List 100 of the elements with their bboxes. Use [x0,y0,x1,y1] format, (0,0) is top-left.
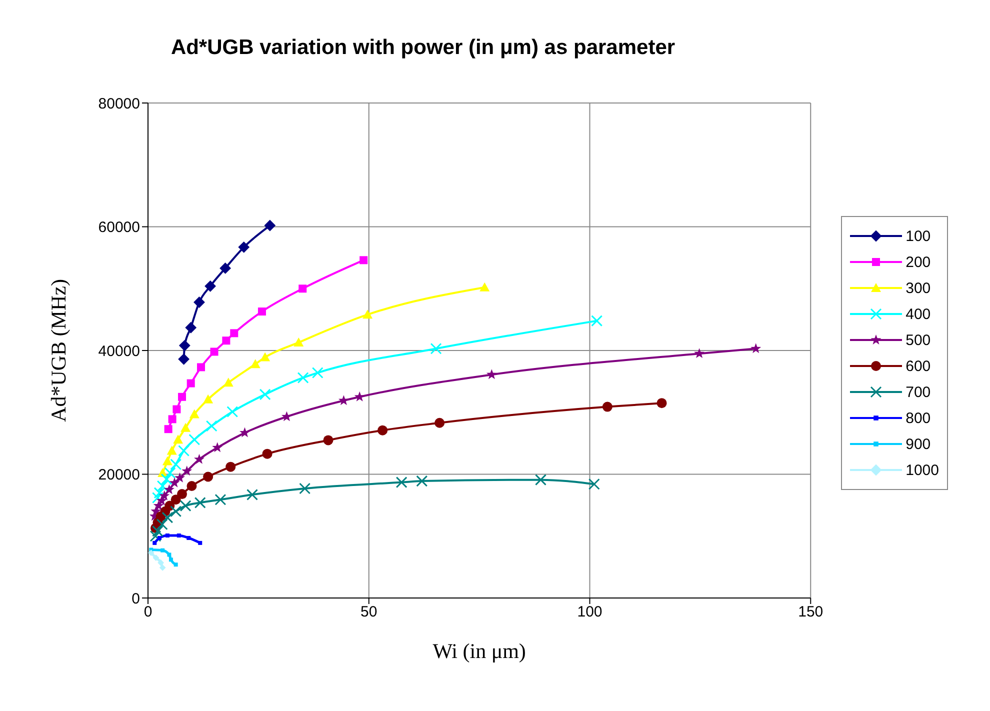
point [160,548,165,552]
point [165,534,170,538]
point [396,476,408,488]
point [168,558,173,562]
point [258,308,266,316]
point [260,352,270,362]
point [156,495,167,506]
point [198,540,202,545]
point [360,256,368,264]
point [602,402,612,412]
point [297,372,309,384]
point [174,562,178,567]
point [362,310,373,319]
point [262,448,272,459]
legend-label: 100 [906,228,931,244]
point [152,540,157,545]
legend-label: 800 [906,410,931,426]
point [173,434,184,444]
point [186,536,191,540]
point [178,444,190,456]
legend-label: 300 [906,280,931,296]
point [210,348,218,356]
point [169,477,180,488]
y-tick-label: 20000 [98,466,140,484]
point [226,406,238,418]
legend-label: 900 [906,436,931,452]
point [226,462,236,472]
point [197,363,206,372]
point [204,280,216,292]
point [430,342,442,354]
point [178,392,186,401]
point [354,391,365,402]
point [203,472,214,482]
point [157,536,162,540]
legend-label: 500 [906,332,931,348]
point [656,398,667,408]
x-tick-label: 0 [144,604,152,621]
point [182,466,192,476]
x-tick-label: 150 [798,604,824,621]
y-axis-title: Ad*UGB (MHz) [46,279,70,422]
point [178,354,190,365]
x-axis-title: Wi (in μm) [432,639,526,663]
point [170,458,182,470]
legend-label: 700 [906,384,931,400]
point [312,367,324,379]
point [167,552,172,557]
y-tick-label: 80000 [98,95,140,112]
point [588,478,600,490]
point [152,492,164,504]
point [174,472,186,482]
point [179,340,190,352]
point [168,415,176,424]
point [264,220,276,232]
x-tick-label: 50 [360,604,378,621]
point [159,490,170,500]
chart-title: Ad*UGB variation with power (in μm) as parameter [170,36,676,60]
point [166,446,177,455]
point [160,473,172,485]
point [486,369,497,380]
point [230,329,238,338]
y-tick-label: 60000 [98,219,140,236]
legend-label: 600 [906,358,931,374]
point [177,489,188,500]
point [238,242,250,253]
point [246,488,258,500]
point [186,481,197,492]
point [206,420,218,432]
point [212,442,223,452]
point [434,418,445,428]
point [148,550,154,556]
point [160,564,166,571]
point [750,343,762,354]
legend-label: 200 [906,254,931,270]
point [150,530,162,542]
point [188,434,200,446]
point [299,482,311,494]
point [203,394,214,404]
x-tick-label: 100 [577,604,602,621]
point [223,378,234,387]
point [534,474,546,486]
point [180,500,192,512]
point [194,454,204,464]
point [480,282,490,292]
point [416,475,428,487]
point [338,395,349,406]
legend-label: 400 [906,306,931,322]
point [164,467,176,479]
point [180,422,191,432]
point [222,336,230,345]
point [156,518,168,530]
point [164,484,174,494]
point [591,315,603,327]
point [176,534,181,538]
point [194,296,205,308]
point [156,480,168,492]
point [186,379,195,388]
y-tick-label: 40000 [98,342,140,360]
point [152,525,164,537]
point [240,427,250,438]
point [194,496,206,508]
